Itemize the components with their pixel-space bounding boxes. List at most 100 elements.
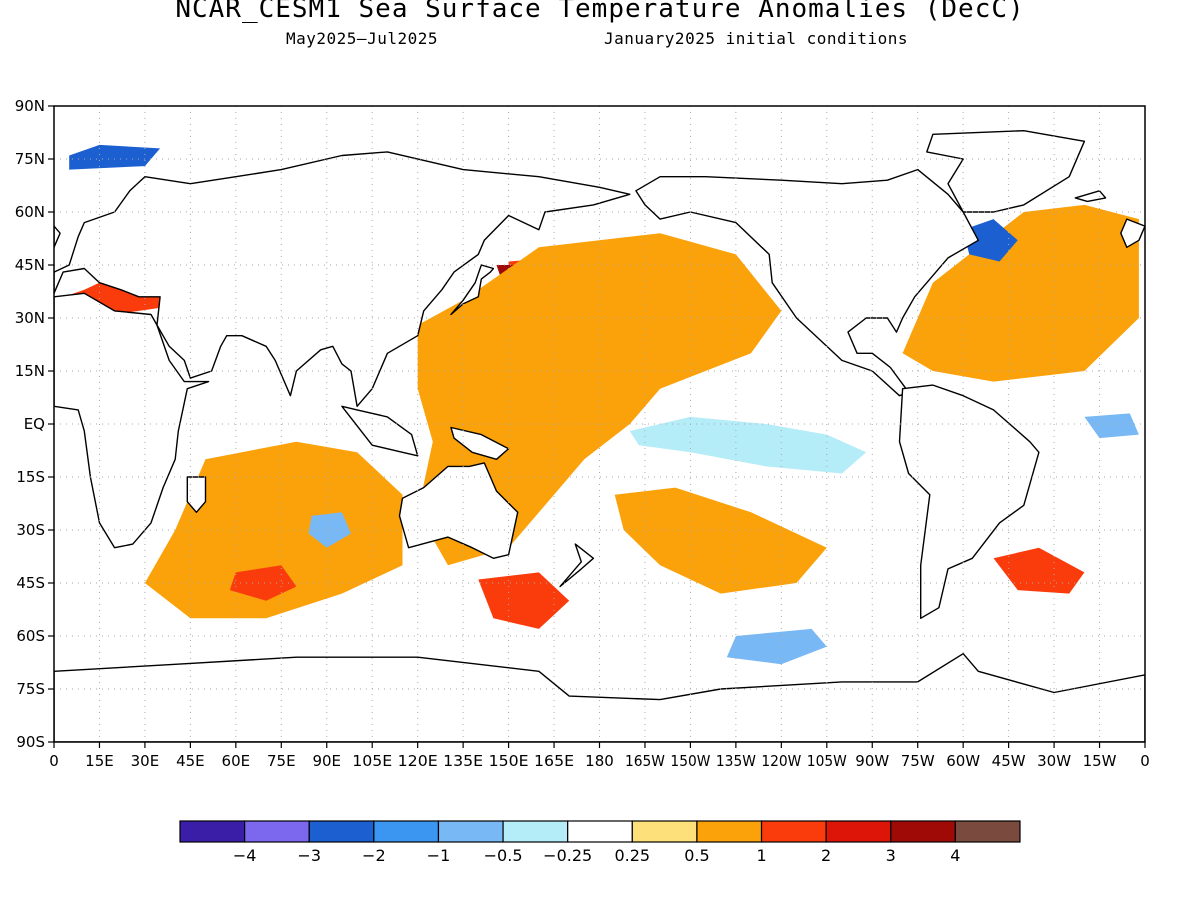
y-tick-label: 60N bbox=[15, 203, 45, 221]
x-tick-label: 75W bbox=[901, 752, 935, 770]
x-tick-label: 45E bbox=[176, 752, 205, 770]
x-tick-label: 15E bbox=[85, 752, 114, 770]
colorbar-label: −4 bbox=[233, 846, 257, 865]
colorbar-swatch bbox=[502, 820, 569, 843]
x-tick-label: 150W bbox=[670, 752, 710, 770]
x-tick-label: 75E bbox=[267, 752, 296, 770]
colorbar-swatch bbox=[760, 820, 827, 843]
land-masses bbox=[54, 129, 1145, 742]
land-outline bbox=[54, 292, 210, 549]
y-tick-label: 30N bbox=[15, 309, 45, 327]
longitude-axis: 0 15E 30E 45E 60E 75E 90E 105E 120E 135E 150E 165E 1… bbox=[49, 742, 1150, 770]
colorbar-swatch bbox=[890, 820, 956, 843]
anomaly-region-16 bbox=[1084, 413, 1139, 439]
colorbar-label: 2 bbox=[821, 846, 831, 865]
x-tick-label: 180 bbox=[585, 752, 614, 770]
anomaly-region-3 bbox=[629, 416, 867, 474]
y-tick-label: 90N bbox=[15, 97, 45, 115]
colorbar-label: −2 bbox=[362, 846, 386, 865]
colorbar: −4 −3 −2 −1 −0.5 −0.25 0.25 0.5 1 2 3 4 bbox=[179, 820, 1021, 865]
x-tick-label: 135E bbox=[443, 752, 483, 770]
x-tick-label: 120E bbox=[398, 752, 438, 770]
y-tick-label: 45N bbox=[15, 256, 45, 274]
y-tick-label: 15N bbox=[15, 362, 45, 380]
land-outline bbox=[398, 462, 519, 559]
x-tick-label: 135W bbox=[716, 752, 756, 770]
land-outline bbox=[926, 129, 1086, 213]
y-tick-label: 45S bbox=[16, 574, 45, 592]
x-tick-label: 30E bbox=[131, 752, 160, 770]
anomaly-region-8 bbox=[229, 565, 297, 601]
colorbar-swatch bbox=[954, 820, 1021, 843]
colorbar-swatch bbox=[308, 820, 375, 843]
colorbar-swatch bbox=[825, 820, 892, 843]
x-tick-label: 15W bbox=[1083, 752, 1117, 770]
anomaly-region-11 bbox=[902, 204, 1139, 382]
x-tick-label: 105W bbox=[807, 752, 847, 770]
land-outline bbox=[341, 405, 419, 457]
x-tick-label: 150E bbox=[489, 752, 529, 770]
colorbar-swatch bbox=[696, 820, 763, 843]
colorbar-swatch bbox=[437, 820, 504, 843]
colorbar-label: 1 bbox=[756, 846, 766, 865]
subtitle-period: May2025–Jul2025 bbox=[286, 29, 438, 48]
colorbar-swatch bbox=[179, 820, 246, 843]
y-tick-label: EQ bbox=[24, 415, 45, 433]
anomaly-region-7 bbox=[308, 512, 351, 548]
x-tick-label: 90E bbox=[312, 752, 341, 770]
land-outline bbox=[450, 264, 495, 316]
y-tick-label: 90S bbox=[16, 733, 45, 751]
x-tick-label: 45W bbox=[992, 752, 1026, 770]
y-tick-label: 60S bbox=[16, 627, 45, 645]
latitude-axis: 90N 75N 60N 45N 30N 15N EQ 15S 30S 45S 60S 75S 90S bbox=[15, 97, 54, 751]
colorbar-swatch bbox=[631, 820, 698, 843]
x-tick-label: 165W bbox=[625, 752, 665, 770]
colorbar-label: −0.25 bbox=[543, 846, 592, 865]
x-tick-label: 165E bbox=[534, 752, 574, 770]
colorbar-swatch bbox=[373, 820, 440, 843]
land-outline bbox=[559, 543, 595, 588]
y-tick-label: 15S bbox=[16, 468, 45, 486]
y-tick-label: 75S bbox=[16, 680, 45, 698]
x-tick-label: 0 bbox=[49, 752, 59, 770]
x-tick-label: 30W bbox=[1037, 752, 1071, 770]
land-outline bbox=[1074, 190, 1107, 203]
colorbar-label: 4 bbox=[950, 846, 960, 865]
anomaly-region-13 bbox=[993, 547, 1085, 594]
anomaly-region-6 bbox=[144, 441, 403, 619]
anomaly-region-5 bbox=[726, 628, 827, 665]
x-tick-label: 60E bbox=[222, 752, 251, 770]
x-tick-label: 90W bbox=[855, 752, 889, 770]
colorbar-label: −1 bbox=[427, 846, 451, 865]
figure-title: NCAR_CESM1 Sea Surface Temperature Anoma… bbox=[175, 0, 1025, 24]
x-tick-label: 120W bbox=[761, 752, 801, 770]
subtitle-initial-conditions: January2025 initial conditions bbox=[604, 29, 908, 48]
land-outline bbox=[54, 653, 1145, 742]
x-tick-label: 0 bbox=[1140, 752, 1150, 770]
anomaly-region-12 bbox=[963, 219, 1018, 262]
land-outline bbox=[54, 151, 631, 407]
y-tick-label: 30S bbox=[16, 521, 45, 539]
map-gridlines bbox=[54, 106, 1145, 742]
land-outline bbox=[1120, 218, 1145, 249]
colorbar-label: 0.25 bbox=[614, 846, 650, 865]
anomaly-region-15 bbox=[69, 144, 161, 170]
colorbar-label: 3 bbox=[886, 846, 896, 865]
land-outline bbox=[635, 168, 979, 397]
x-tick-label: 105E bbox=[352, 752, 392, 770]
colorbar-label: −3 bbox=[297, 846, 321, 865]
land-outline bbox=[898, 384, 1040, 619]
colorbar-label: 0.5 bbox=[684, 846, 709, 865]
anomaly-region-4 bbox=[614, 487, 827, 594]
y-tick-label: 75N bbox=[15, 150, 45, 168]
x-tick-label: 60W bbox=[946, 752, 980, 770]
land-outline bbox=[54, 225, 61, 249]
land-outline bbox=[186, 476, 207, 513]
colorbar-swatch bbox=[567, 820, 633, 843]
land-outline bbox=[450, 426, 510, 460]
anomaly-region-9 bbox=[478, 572, 570, 629]
colorbar-swatch bbox=[244, 820, 310, 843]
colorbar-label: −0.5 bbox=[484, 846, 523, 865]
